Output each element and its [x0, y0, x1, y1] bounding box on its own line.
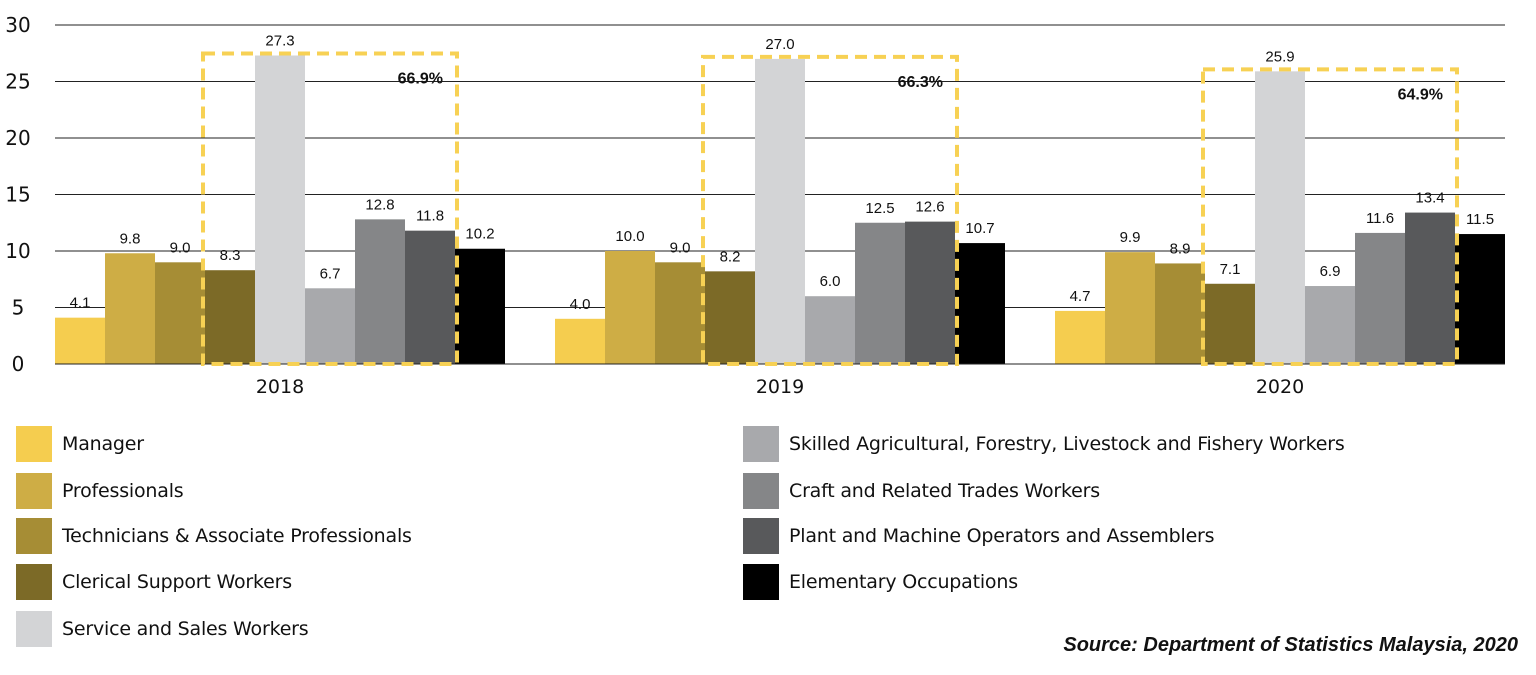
highlight-percent-label: 66.9% — [398, 71, 443, 88]
legend-label: Professionals — [62, 480, 184, 502]
highlight-box — [201, 51, 459, 366]
data-label: 12.8 — [365, 196, 394, 213]
legend-label: Service and Sales Workers — [62, 618, 309, 640]
legend-item: Professionals — [16, 473, 184, 509]
data-label: 9.0 — [670, 239, 691, 256]
legend-item: Clerical Support Workers — [16, 564, 292, 600]
x-tick-label: 2020 — [1256, 376, 1304, 398]
legend-item: Plant and Machine Operators and Assemble… — [743, 518, 1215, 554]
data-label: 6.7 — [320, 265, 341, 282]
y-tick-label: 10 — [5, 239, 30, 263]
legend-swatch — [743, 564, 779, 600]
legend-item: Elementary Occupations — [743, 564, 1018, 600]
y-tick-label: 15 — [5, 183, 30, 207]
legend-swatch — [743, 473, 779, 509]
highlight-box — [1201, 67, 1459, 367]
legend-item: Skilled Agricultural, Forestry, Livestoc… — [743, 426, 1345, 462]
x-tick-label: 2018 — [256, 376, 304, 398]
bar — [805, 296, 855, 364]
bar — [355, 219, 405, 364]
source-note: Source: Department of Statistics Malaysi… — [1063, 634, 1518, 656]
bar — [655, 262, 705, 364]
legend-swatch — [16, 473, 52, 509]
legend-item: Service and Sales Workers — [16, 611, 309, 647]
legend-item: Technicians & Associate Professionals — [16, 518, 412, 554]
data-label: 11.6 — [1366, 210, 1394, 227]
bar — [1055, 310, 1105, 364]
legend-swatch — [743, 426, 779, 462]
legend-label: Elementary Occupations — [789, 571, 1018, 593]
data-label: 6.9 — [1320, 263, 1341, 280]
legend-label: Craft and Related Trades Workers — [789, 480, 1100, 502]
y-tick-label: 0 — [12, 352, 25, 376]
bar — [1155, 263, 1205, 364]
legend-swatch — [16, 518, 52, 554]
data-label: 6.0 — [820, 273, 841, 290]
data-label: 10.7 — [965, 220, 994, 237]
legend-swatch — [16, 426, 52, 462]
x-tick-label: 2019 — [756, 376, 804, 398]
bar — [1455, 234, 1505, 364]
data-label: 9.0 — [170, 239, 191, 256]
data-label: 4.1 — [70, 295, 91, 312]
data-label: 9.9 — [1120, 229, 1141, 246]
data-label: 12.5 — [865, 200, 894, 217]
bar — [1105, 252, 1155, 364]
bar — [705, 271, 755, 364]
y-tick-label: 20 — [5, 126, 30, 150]
data-label: 8.9 — [1170, 240, 1191, 257]
bar — [455, 248, 505, 364]
data-label: 8.2 — [720, 248, 741, 265]
data-label: 12.6 — [915, 199, 944, 216]
bar-chart: 0 5 10 15 20 25 30 4.1 9.8 9.0 8.3 27.3 6.7 12.8 11.8 1… — [5, 13, 1505, 398]
data-label: 27.0 — [765, 36, 794, 53]
data-label: 10.0 — [615, 228, 644, 245]
legend-label: Skilled Agricultural, Forestry, Livestoc… — [789, 433, 1345, 455]
data-label: 4.7 — [1070, 288, 1091, 305]
bar — [555, 318, 605, 364]
bar — [1355, 232, 1405, 364]
bar — [205, 270, 255, 364]
highlight-percent-label: 66.3% — [898, 74, 943, 91]
bar — [955, 243, 1005, 364]
legend-label: Manager — [62, 433, 144, 455]
highlight-percent-label: 64.9% — [1398, 86, 1443, 103]
bar — [1405, 212, 1455, 364]
bar — [105, 253, 155, 364]
highlight-box — [701, 54, 959, 367]
bar — [1255, 71, 1305, 364]
data-label: 4.0 — [570, 296, 591, 313]
bar — [405, 230, 455, 364]
legend-item: Craft and Related Trades Workers — [743, 473, 1100, 509]
legend-swatch — [16, 564, 52, 600]
data-label: 13.4 — [1415, 190, 1444, 207]
bar — [605, 251, 655, 364]
legend-label: Plant and Machine Operators and Assemble… — [789, 525, 1215, 547]
bar — [905, 221, 955, 364]
data-label: 25.9 — [1265, 48, 1294, 65]
bar — [255, 55, 305, 364]
y-tick-label: 5 — [12, 296, 25, 320]
data-label: 11.5 — [1466, 211, 1494, 228]
legend-label: Clerical Support Workers — [62, 571, 292, 593]
bar — [855, 222, 905, 364]
bar — [1305, 286, 1355, 364]
legend-swatch — [743, 518, 779, 554]
y-tick-label: 30 — [5, 13, 30, 37]
bar — [55, 317, 105, 364]
bar — [305, 288, 355, 364]
bar — [155, 262, 205, 364]
data-label: 11.8 — [416, 208, 444, 225]
bar — [1205, 283, 1255, 364]
data-label: 7.1 — [1220, 261, 1241, 278]
bar — [755, 58, 805, 365]
data-label: 8.3 — [220, 247, 241, 264]
y-tick-label: 25 — [5, 70, 30, 94]
data-label: 27.3 — [265, 33, 294, 50]
data-label: 10.2 — [465, 226, 494, 243]
data-label: 9.8 — [120, 230, 141, 247]
legend-item: Manager — [16, 426, 144, 462]
legend-swatch — [16, 611, 52, 647]
legend-label: Technicians & Associate Professionals — [62, 525, 412, 547]
